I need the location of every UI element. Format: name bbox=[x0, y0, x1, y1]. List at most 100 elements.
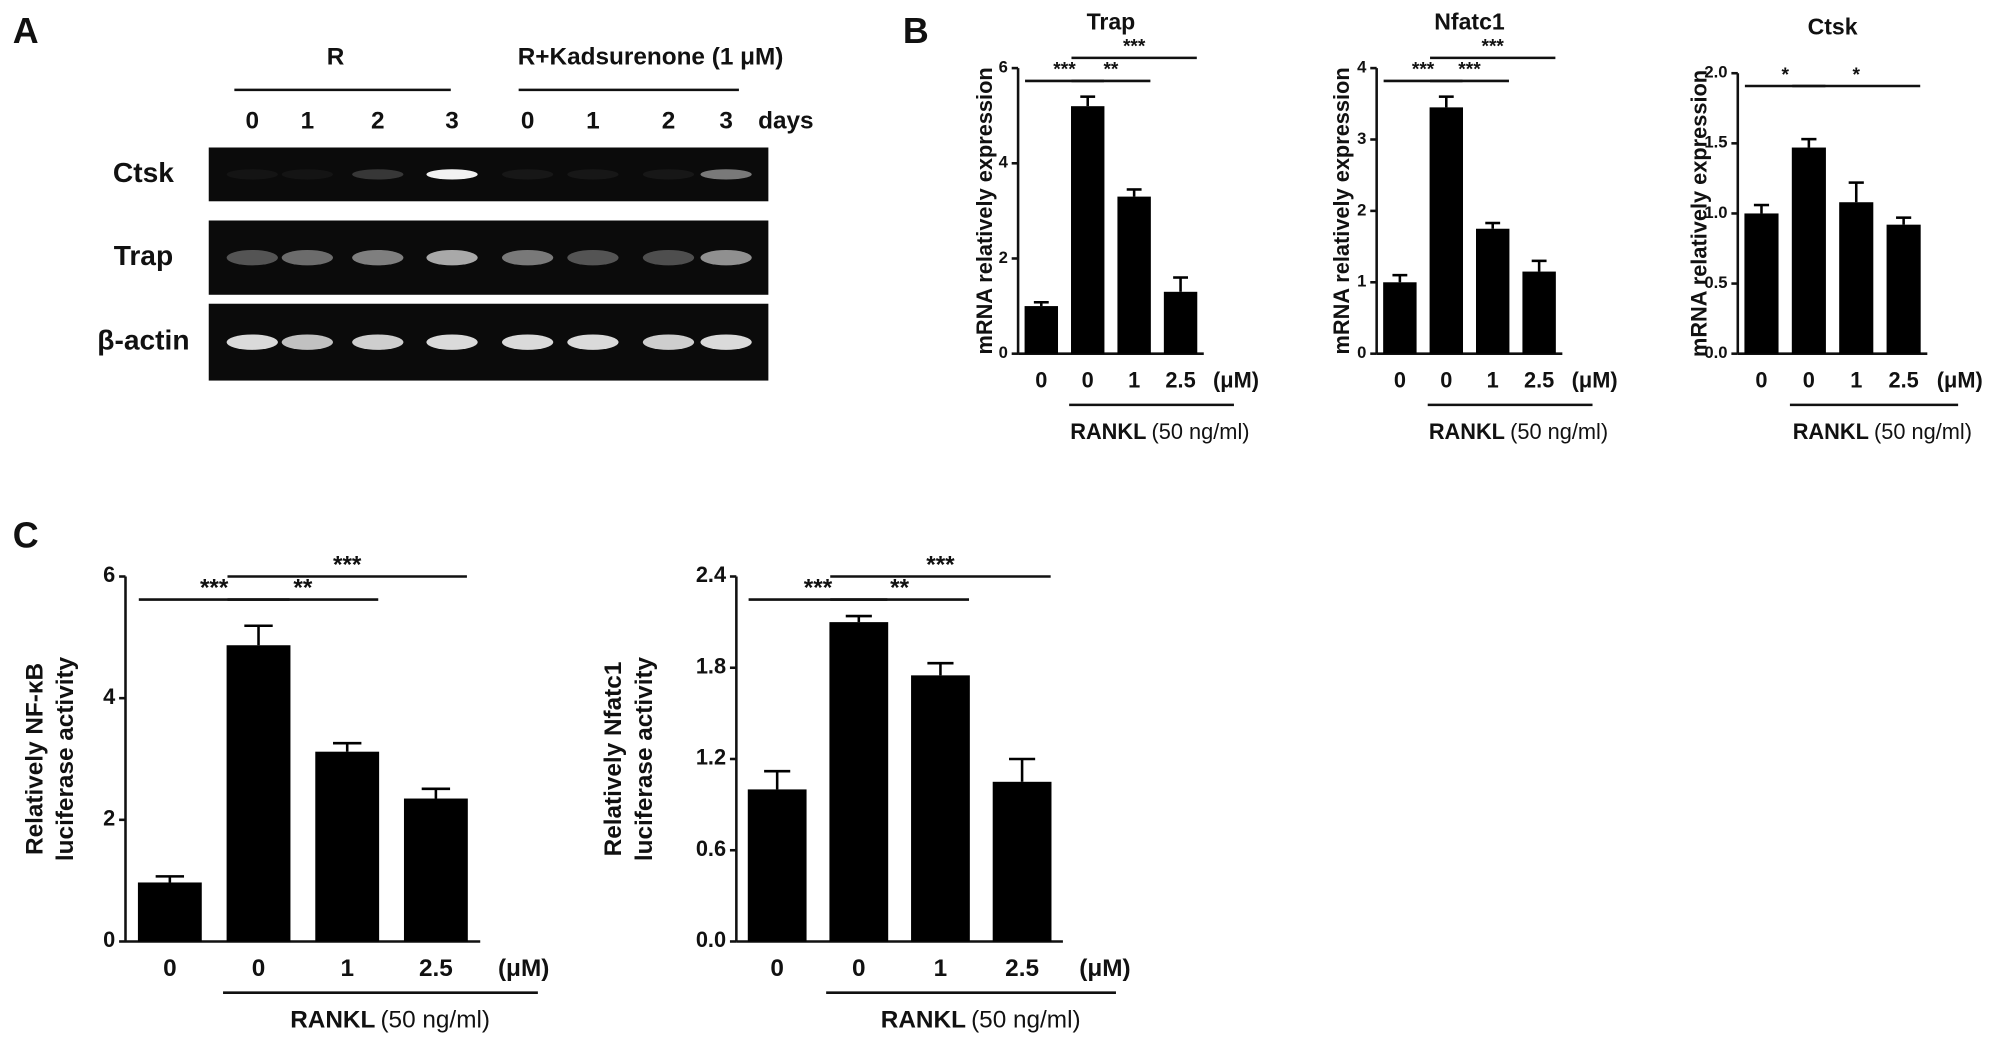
bar bbox=[992, 781, 1052, 942]
gel-lane-label: 0 bbox=[521, 107, 535, 134]
significance-label: ** bbox=[1103, 60, 1118, 81]
gel-group-label: R+Kadsurenone (1 μM) bbox=[518, 43, 784, 70]
x-tick-label: 1 bbox=[934, 955, 948, 982]
x-tick-label: 1 bbox=[1128, 368, 1140, 393]
significance-label: *** bbox=[200, 575, 229, 602]
y-axis-label: Relatively Nfatc1 bbox=[600, 662, 627, 857]
gel-row-label: β-actin bbox=[97, 324, 189, 356]
gel-lane-label: 3 bbox=[719, 107, 733, 134]
x-tick-label: 0 bbox=[1035, 368, 1047, 393]
significance-label: *** bbox=[1123, 37, 1146, 58]
gel-lane-label: 1 bbox=[301, 107, 315, 134]
gel-lane-label: 1 bbox=[586, 107, 600, 134]
gel-band bbox=[567, 169, 619, 180]
x-tick-label: 1 bbox=[340, 955, 354, 982]
y-tick-label: 2 bbox=[999, 248, 1008, 267]
treatment-label: RANKL bbox=[290, 1006, 375, 1033]
bar bbox=[1791, 147, 1826, 354]
gel-band bbox=[352, 249, 404, 266]
bar bbox=[137, 882, 202, 942]
panel-label: A bbox=[13, 11, 39, 51]
bar bbox=[1383, 282, 1417, 354]
y-tick-label: 0.0 bbox=[1704, 343, 1727, 362]
x-tick-label: 0 bbox=[252, 955, 266, 982]
x-tick-label: 2.5 bbox=[1524, 368, 1554, 393]
x-tick-label: 0 bbox=[1394, 368, 1406, 393]
treatment-dose: (50 ng/ml) bbox=[380, 1006, 490, 1033]
significance-label: * bbox=[1781, 65, 1789, 86]
y-tick-label: 1.0 bbox=[1704, 203, 1727, 222]
y-tick-label: 4 bbox=[103, 684, 115, 709]
y-tick-label: 0.6 bbox=[696, 836, 726, 861]
x-tick-label: 2.5 bbox=[1888, 368, 1918, 393]
gel-group-label: R bbox=[327, 43, 345, 70]
y-axis-label: Relatively NF-κB bbox=[21, 663, 48, 855]
chart-title: Nfatc1 bbox=[1434, 8, 1505, 34]
y-tick-label: 0.0 bbox=[696, 927, 726, 952]
gel-band bbox=[426, 249, 478, 266]
bar bbox=[1024, 306, 1059, 354]
gel-band bbox=[700, 169, 752, 180]
significance-label: *** bbox=[804, 575, 833, 602]
gel-lane-label: 3 bbox=[445, 107, 459, 134]
x-tick-label: 2.5 bbox=[1005, 955, 1039, 982]
significance-label: ** bbox=[293, 575, 312, 602]
y-tick-label: 2 bbox=[103, 806, 115, 831]
y-tick-label: 0 bbox=[999, 343, 1008, 362]
gel-lane-label: 2 bbox=[371, 107, 385, 134]
bar bbox=[1522, 271, 1556, 354]
bar bbox=[747, 789, 807, 942]
gel-band bbox=[642, 334, 695, 350]
gel-band bbox=[281, 334, 333, 350]
gel-band bbox=[502, 249, 554, 266]
y-tick-label: 1 bbox=[1357, 272, 1366, 291]
treatment-label: RANKL bbox=[1793, 419, 1869, 444]
chart-title: Trap bbox=[1087, 8, 1136, 34]
y-tick-label: 6 bbox=[999, 57, 1008, 76]
y-axis-label: mRNA relatively expression bbox=[1329, 67, 1354, 354]
y-tick-label: 0 bbox=[1357, 343, 1366, 362]
bar bbox=[1744, 213, 1779, 354]
y-tick-label: 1.8 bbox=[696, 653, 726, 678]
gel-band bbox=[226, 249, 278, 266]
bar bbox=[1476, 228, 1510, 354]
significance-label: *** bbox=[1412, 60, 1435, 81]
gel-row-label: Trap bbox=[114, 239, 173, 271]
gel-band bbox=[502, 169, 554, 180]
treatment-dose: (50 ng/ml) bbox=[1510, 419, 1608, 444]
significance-label: *** bbox=[1482, 37, 1505, 58]
y-tick-label: 2 bbox=[1357, 200, 1366, 219]
y-axis-label: luciferase activity bbox=[52, 656, 79, 861]
gel-band bbox=[642, 249, 695, 266]
x-tick-label: 2.5 bbox=[1165, 368, 1195, 393]
significance-label: ** bbox=[890, 575, 909, 602]
x-unit-label: (μM) bbox=[498, 955, 549, 982]
panel-label: B bbox=[903, 11, 929, 51]
gel-band bbox=[281, 169, 333, 180]
gel-band bbox=[426, 334, 478, 350]
y-axis-label: mRNA relatively expression bbox=[1686, 70, 1711, 357]
gel-band bbox=[226, 169, 278, 180]
treatment-label: RANKL bbox=[881, 1006, 966, 1033]
y-tick-label: 2.0 bbox=[1704, 63, 1727, 82]
y-tick-label: 4 bbox=[1357, 57, 1367, 76]
gel-band bbox=[567, 249, 619, 266]
x-tick-label: 0 bbox=[1440, 368, 1452, 393]
gel-band bbox=[352, 334, 404, 350]
bar bbox=[1163, 291, 1198, 354]
gel-band bbox=[567, 334, 619, 350]
gel-band bbox=[352, 169, 404, 180]
x-unit-label: (μM) bbox=[1572, 368, 1618, 393]
treatment-dose: (50 ng/ml) bbox=[971, 1006, 1081, 1033]
x-tick-label: 0 bbox=[1803, 368, 1815, 393]
x-unit-label: (μM) bbox=[1079, 955, 1130, 982]
x-tick-label: 1 bbox=[1487, 368, 1499, 393]
x-tick-label: 0 bbox=[1082, 368, 1094, 393]
gel-band bbox=[226, 334, 278, 350]
gel-lane-box bbox=[208, 147, 769, 202]
gel-band bbox=[642, 169, 695, 180]
treatment-dose: (50 ng/ml) bbox=[1874, 419, 1972, 444]
bar bbox=[829, 622, 889, 942]
significance-label: * bbox=[1853, 65, 1861, 86]
